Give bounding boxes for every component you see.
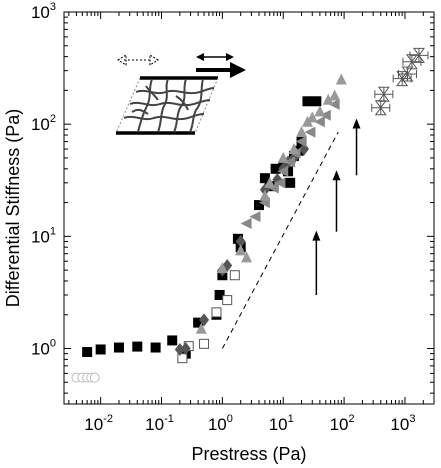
data-point-open-circle: [89, 372, 100, 383]
double-arrow-icon: [196, 53, 234, 61]
data-point-square: [95, 344, 106, 355]
data-point-square: [214, 289, 225, 300]
reference-dashed-line: [221, 131, 339, 349]
x-tick-label: 102: [330, 413, 355, 434]
y-axis-title: Differential Stiffness (Pa): [3, 109, 23, 307]
data-point-left-triangle: [274, 177, 286, 189]
data-point-up-triangle: [314, 105, 326, 117]
data-point-up-triangle: [296, 126, 308, 138]
data-point-errorbar: [371, 100, 391, 116]
data-point-left-triangle: [249, 211, 261, 223]
data-point-errorbar: [402, 54, 422, 70]
errorbar-hourglass: [377, 86, 390, 102]
data-point-square: [150, 342, 161, 353]
x-tick-label: 10-2: [84, 413, 113, 434]
data-point-square: [132, 341, 143, 352]
data-point-up-triangle: [235, 244, 247, 256]
data-point-open-square: [229, 270, 240, 281]
data-point-open-square: [222, 295, 233, 306]
data-point-square: [285, 177, 296, 188]
data-point-left-triangle: [240, 218, 252, 230]
data-point-up-triangle: [277, 151, 289, 163]
data-point-open-square: [199, 338, 210, 349]
data-point-square: [302, 96, 313, 107]
x-tick-label: 100: [208, 413, 233, 434]
data-point-left-triangle: [295, 136, 307, 148]
y-tick-label: 101: [31, 225, 56, 246]
data-point-square: [259, 173, 270, 184]
data-point-diamond: [299, 142, 310, 156]
data-point-open-square: [177, 353, 188, 364]
shear-arrow-icon: [196, 62, 246, 78]
x-axis-title: Prestress (Pa): [191, 444, 306, 464]
data-point-left-triangle: [313, 116, 325, 128]
y-tick-label: 100: [31, 337, 56, 358]
data-point-diamond: [174, 342, 185, 356]
data-point-square: [193, 317, 204, 328]
oscillation-arrow-icon: [117, 54, 159, 66]
data-point-errorbar: [374, 86, 394, 102]
sheared-network-schematic: [115, 53, 246, 135]
data-point-up-triangle: [264, 176, 276, 188]
data-point-errorbar: [409, 47, 429, 63]
data-point-diamond: [235, 234, 246, 248]
data-point-square: [254, 200, 265, 211]
data-point-open-square: [211, 307, 222, 318]
data-point-left-triangle: [284, 156, 296, 168]
data-point-left-triangle: [267, 182, 279, 194]
x-tick-label: 10-1: [145, 413, 174, 434]
data-point-up-triangle: [259, 189, 271, 201]
data-point-square: [311, 96, 322, 107]
data-point-up-triangle: [306, 111, 318, 123]
y-tick-label: 102: [31, 113, 56, 134]
data-point-diamond: [180, 341, 191, 355]
data-point-square: [167, 335, 178, 346]
data-point-up-triangle: [322, 93, 334, 105]
data-point-up-triangle: [335, 73, 347, 85]
annotation-arrow-head: [312, 230, 321, 241]
x-tick-label: 103: [390, 413, 415, 434]
data-point-square: [113, 342, 124, 353]
y-tick-label: 103: [31, 1, 56, 22]
data-point-up-triangle: [195, 322, 207, 334]
data-point-left-triangle: [319, 109, 331, 121]
data-point-up-triangle: [216, 262, 228, 274]
errorbar-hourglass: [405, 54, 418, 70]
errorbar-hourglass: [401, 66, 414, 82]
x-tick-label: 101: [269, 413, 294, 434]
fiber-network-icon: [115, 76, 219, 135]
data-point-square: [82, 347, 93, 358]
data-point-up-triangle: [329, 89, 341, 101]
errorbar-hourglass: [413, 47, 425, 63]
data-point-left-triangle: [328, 98, 340, 110]
plot-frame: [63, 11, 435, 405]
annotation-arrow-head: [332, 170, 341, 181]
data-point-left-triangle: [277, 165, 289, 177]
data-point-up-triangle: [241, 251, 253, 263]
data-point-left-triangle: [304, 126, 316, 138]
data-point-errorbar: [397, 66, 417, 82]
annotation-arrow-head: [352, 118, 361, 129]
data-point-up-triangle: [288, 143, 300, 155]
data-point-diamond: [199, 313, 210, 327]
data-point-square: [270, 163, 281, 174]
